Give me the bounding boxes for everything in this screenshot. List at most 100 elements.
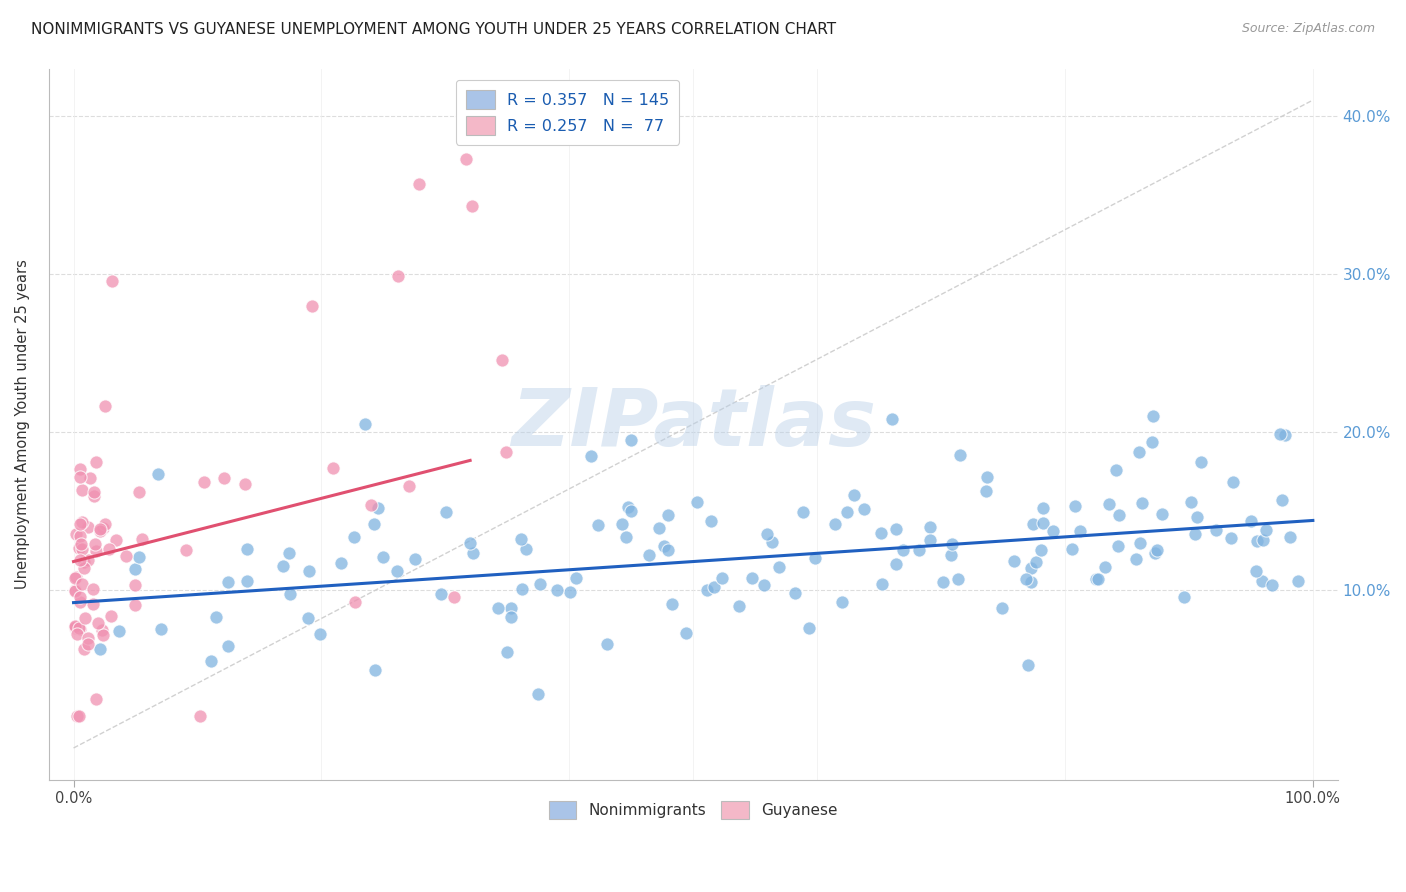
Point bbox=[696, 582, 718, 597]
Point bbox=[1246, 534, 1268, 549]
Point bbox=[458, 536, 481, 550]
Point bbox=[949, 448, 972, 462]
Point bbox=[1140, 434, 1163, 449]
Point bbox=[205, 610, 228, 624]
Point bbox=[941, 548, 963, 562]
Point bbox=[83, 485, 105, 500]
Point bbox=[63, 583, 86, 598]
Point bbox=[128, 549, 150, 564]
Point bbox=[89, 522, 111, 536]
Point bbox=[217, 574, 239, 589]
Point bbox=[1130, 496, 1153, 510]
Point bbox=[1128, 445, 1150, 459]
Text: ZIPatlas: ZIPatlas bbox=[510, 385, 876, 463]
Point bbox=[1189, 455, 1212, 469]
Point bbox=[617, 500, 640, 514]
Point bbox=[1105, 463, 1128, 477]
Point bbox=[72, 541, 94, 556]
Point bbox=[711, 571, 734, 585]
Point bbox=[837, 504, 859, 518]
Point bbox=[94, 517, 117, 532]
Point bbox=[657, 543, 679, 558]
Point bbox=[73, 642, 96, 657]
Point bbox=[1184, 527, 1206, 541]
Point bbox=[150, 622, 173, 636]
Point bbox=[301, 300, 323, 314]
Point bbox=[652, 539, 675, 553]
Point bbox=[1205, 523, 1227, 537]
Point bbox=[87, 615, 110, 630]
Point bbox=[128, 485, 150, 500]
Point bbox=[661, 597, 683, 611]
Point bbox=[235, 541, 257, 556]
Point bbox=[496, 645, 519, 659]
Point bbox=[1152, 507, 1174, 521]
Point bbox=[89, 642, 111, 657]
Point bbox=[491, 352, 513, 367]
Point bbox=[67, 709, 90, 723]
Point bbox=[1021, 575, 1043, 590]
Point bbox=[728, 599, 751, 613]
Point bbox=[430, 587, 453, 601]
Point bbox=[63, 621, 86, 635]
Point bbox=[1239, 515, 1261, 529]
Point bbox=[700, 514, 723, 528]
Point bbox=[66, 709, 89, 723]
Point bbox=[443, 590, 465, 604]
Point bbox=[768, 560, 790, 574]
Point bbox=[278, 587, 301, 601]
Point bbox=[65, 527, 87, 541]
Point bbox=[510, 532, 533, 546]
Point bbox=[792, 505, 814, 519]
Point bbox=[908, 542, 931, 557]
Point bbox=[619, 504, 641, 518]
Point bbox=[98, 541, 121, 556]
Point bbox=[69, 595, 91, 609]
Point bbox=[309, 626, 332, 640]
Point bbox=[77, 520, 100, 534]
Point bbox=[398, 479, 420, 493]
Point bbox=[104, 533, 127, 547]
Point bbox=[1064, 499, 1087, 513]
Point bbox=[1032, 516, 1054, 531]
Point bbox=[217, 639, 239, 653]
Point bbox=[527, 687, 550, 701]
Point bbox=[703, 580, 725, 594]
Point bbox=[620, 433, 643, 447]
Point bbox=[72, 555, 94, 569]
Point bbox=[297, 611, 319, 625]
Point bbox=[1143, 546, 1166, 560]
Point bbox=[461, 199, 484, 213]
Point bbox=[278, 546, 301, 560]
Point bbox=[586, 517, 609, 532]
Point bbox=[501, 609, 523, 624]
Point bbox=[1015, 573, 1038, 587]
Point bbox=[1187, 510, 1209, 524]
Point bbox=[870, 576, 893, 591]
Point bbox=[84, 537, 107, 551]
Point bbox=[991, 601, 1014, 615]
Point bbox=[785, 586, 807, 600]
Point bbox=[842, 488, 865, 502]
Point bbox=[146, 467, 169, 481]
Point bbox=[354, 417, 377, 431]
Point bbox=[1279, 530, 1302, 544]
Point bbox=[1021, 561, 1043, 575]
Point bbox=[385, 565, 408, 579]
Point bbox=[510, 582, 533, 597]
Point bbox=[1173, 590, 1195, 604]
Point bbox=[367, 501, 389, 516]
Point bbox=[271, 558, 294, 573]
Point bbox=[115, 549, 138, 564]
Point bbox=[69, 470, 91, 484]
Point bbox=[638, 549, 661, 563]
Point bbox=[685, 495, 707, 509]
Point bbox=[131, 532, 153, 546]
Point bbox=[1017, 658, 1039, 673]
Point bbox=[108, 624, 131, 638]
Point bbox=[558, 585, 581, 599]
Point bbox=[387, 269, 409, 284]
Point bbox=[63, 619, 86, 633]
Point bbox=[596, 637, 619, 651]
Point bbox=[200, 654, 222, 668]
